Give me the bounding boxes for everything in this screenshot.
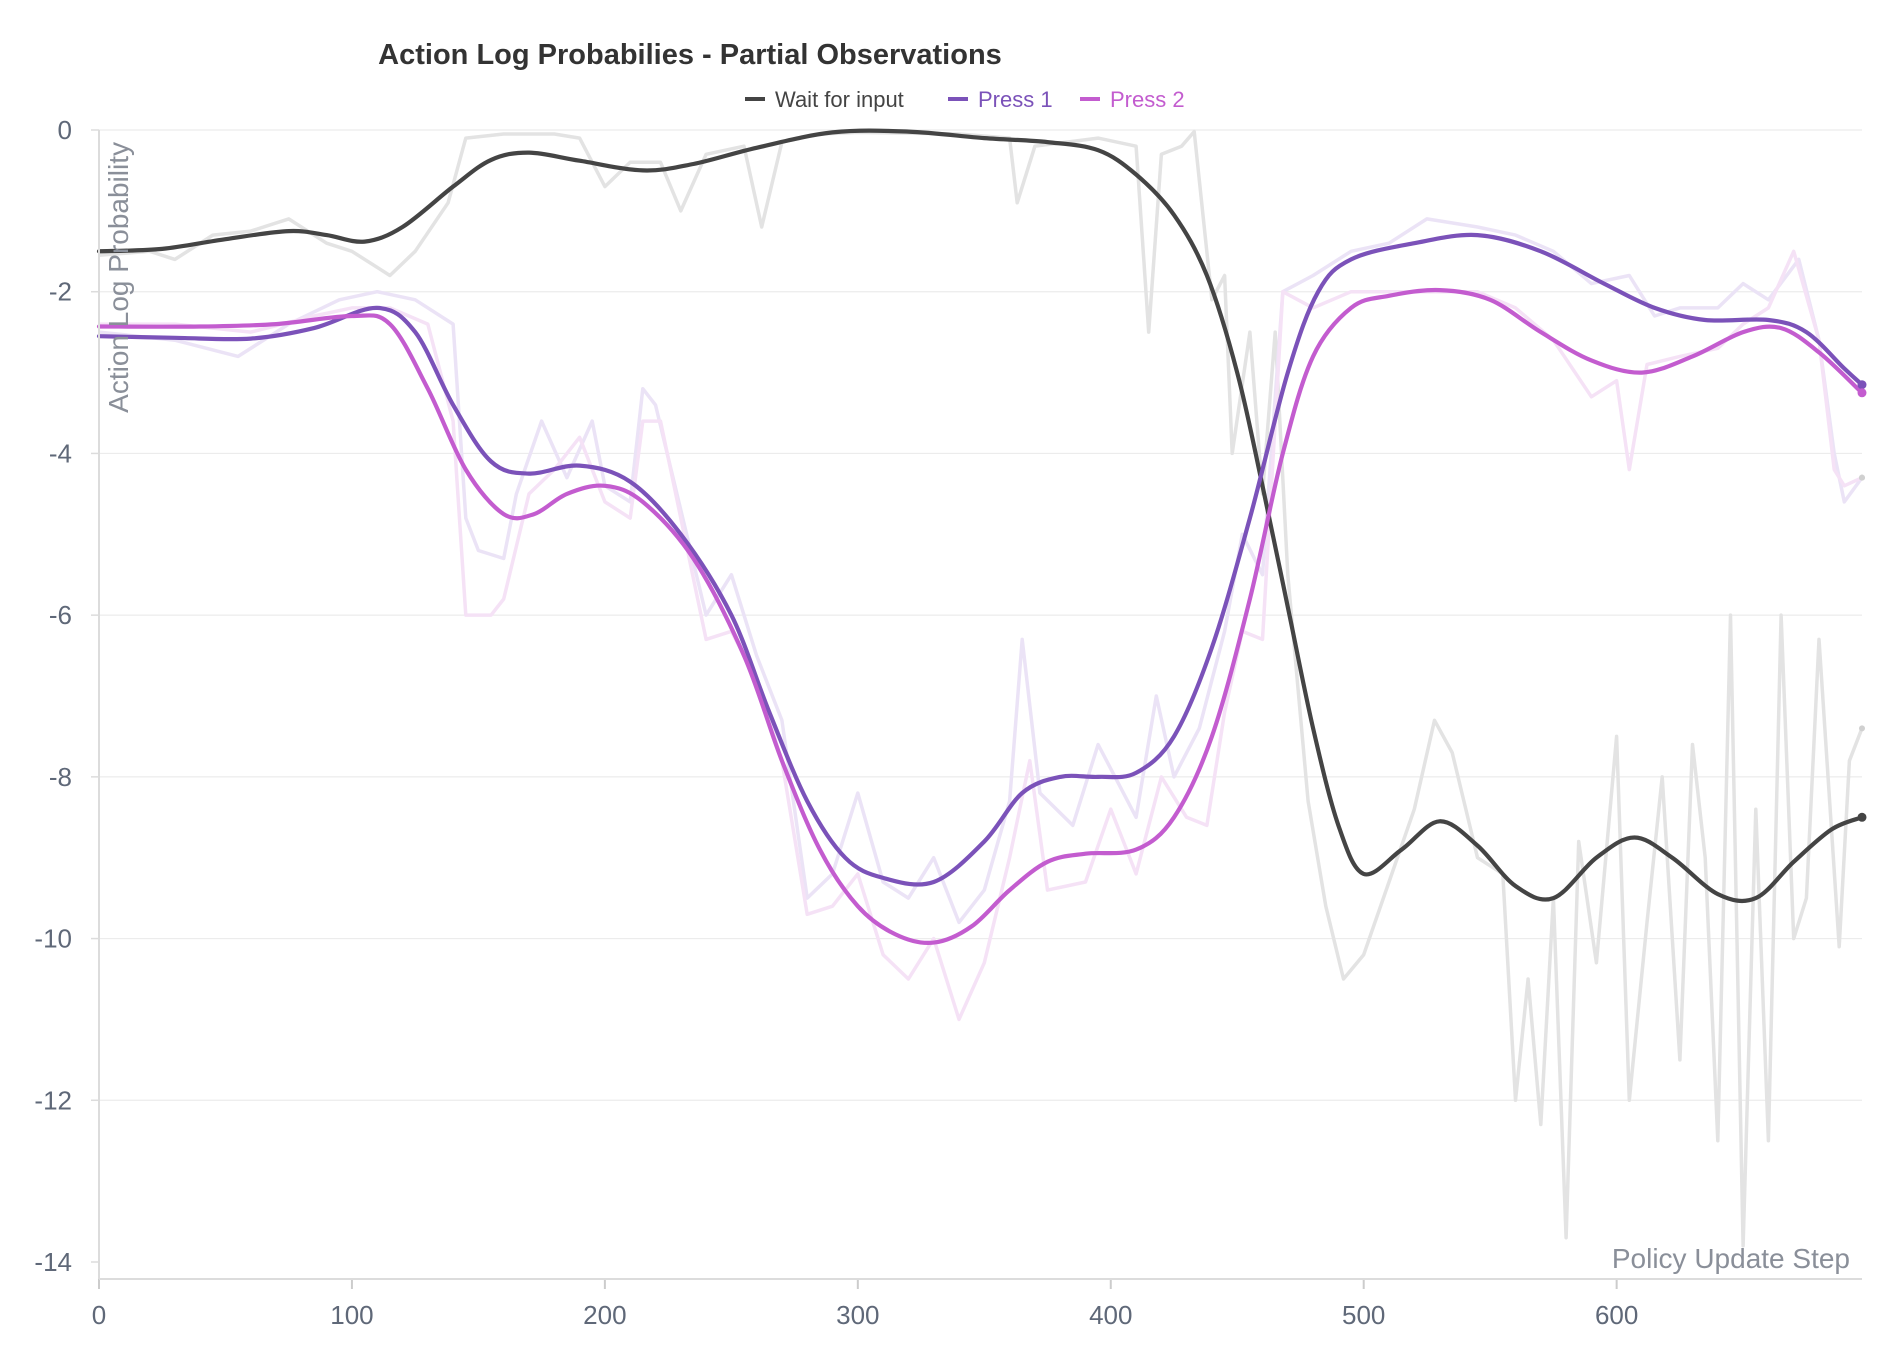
x-axis-ticks: 0 100 200 300 400 500 600 <box>92 1279 1638 1330</box>
x-tick-label: 100 <box>330 1300 373 1330</box>
smoothed-series-lines <box>96 128 1865 946</box>
x-tick-label: 200 <box>583 1300 626 1330</box>
y-tick-label: -8 <box>49 762 72 792</box>
legend-label-press-2: Press 2 <box>1110 87 1185 112</box>
y-axis-ticks: 0 -2 -4 -6 -8 -10 -12 -14 <box>34 115 99 1277</box>
y-tick-label: -14 <box>34 1247 72 1277</box>
y-tick-label: -12 <box>34 1085 72 1115</box>
x-tick-label: 400 <box>1089 1300 1132 1330</box>
y-tick-label: -6 <box>49 600 72 630</box>
end-point-press-2 <box>1857 388 1867 398</box>
end-point-wait-for-input <box>1857 812 1867 822</box>
raw-line-press-1 <box>98 217 1864 925</box>
y-tick-label: -2 <box>49 277 72 307</box>
raw-line-wait-for-input <box>98 129 1864 1248</box>
y-tick-label: 0 <box>58 115 72 145</box>
end-point-press-1 <box>1857 380 1867 390</box>
y-axis-title: Action Log Probability <box>103 142 134 413</box>
series-end-points <box>1857 380 1867 822</box>
raw-end-point-wait-for-input <box>1859 725 1865 732</box>
x-tick-label: 0 <box>92 1300 106 1330</box>
smoothed-line-wait-for-input <box>96 128 1865 904</box>
y-tick-label: -10 <box>34 924 72 954</box>
smoothed-line-press-1 <box>96 232 1865 887</box>
y-tick-label: -4 <box>49 438 72 468</box>
x-tick-label: 500 <box>1342 1300 1385 1330</box>
x-axis-title: Policy Update Step <box>1612 1243 1850 1274</box>
chart-title: Action Log Probabilies - Partial Observa… <box>378 39 1002 71</box>
x-tick-label: 600 <box>1595 1300 1638 1330</box>
x-tick-label: 300 <box>836 1300 879 1330</box>
y-gridlines <box>99 129 1862 1101</box>
raw-line-press-2 <box>99 249 1863 1022</box>
legend-label-press-1: Press 1 <box>978 87 1053 112</box>
raw-end-point-press-2 <box>1859 474 1865 481</box>
legend: Wait for input Press 1 Press 2 <box>745 87 1185 112</box>
legend-label-wait-for-input: Wait for input <box>775 87 904 112</box>
raw-series-lines <box>98 129 1864 1248</box>
smoothed-line-press-2 <box>96 287 1865 946</box>
